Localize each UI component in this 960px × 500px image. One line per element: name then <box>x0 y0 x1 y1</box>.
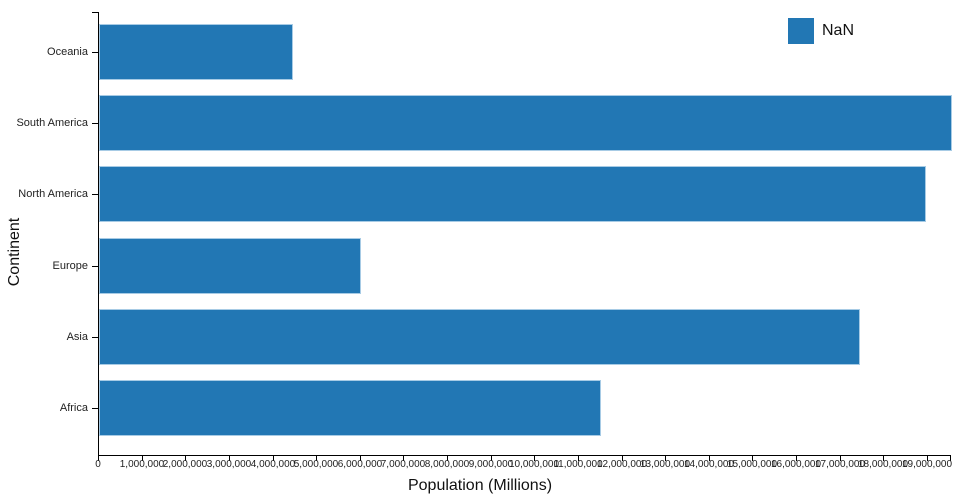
x-axis-right-outer-tick <box>950 455 951 461</box>
x-tick-mark-7 <box>403 455 404 461</box>
y-tick-mark-south-america <box>92 123 98 124</box>
x-axis-title: Population (Millions) <box>407 477 553 494</box>
x-tick-label-7: 7,000,000 <box>380 459 426 470</box>
x-axis-line <box>98 455 951 456</box>
y-tick-mark-africa <box>92 408 98 409</box>
y-tick-mark-oceania <box>92 52 98 53</box>
x-tick-label-11: 11,000,000 <box>553 459 603 470</box>
x-tick-label-5: 5,000,000 <box>293 459 339 470</box>
x-tick-label-1: 1,000,000 <box>119 459 165 470</box>
x-tick-mark-17 <box>840 455 841 461</box>
y-axis-title: Continent <box>6 217 23 287</box>
x-tick-mark-2 <box>185 455 186 461</box>
x-tick-label-8: 8,000,000 <box>424 459 470 470</box>
x-tick-mark-11 <box>578 455 579 461</box>
x-tick-label-18: 18,000,000 <box>857 459 909 470</box>
x-tick-label-19: 19,000,000 <box>901 459 953 470</box>
bar-europe <box>99 238 361 294</box>
x-tick-mark-15 <box>752 455 753 461</box>
bar-south-america <box>99 95 952 151</box>
y-tick-label-oceania: Oceania <box>47 46 88 58</box>
x-tick-mark-9 <box>491 455 492 461</box>
y-tick-label-north-america: North America <box>18 188 88 200</box>
y-tick-mark-europe <box>92 266 98 267</box>
y-tick-label-africa: Africa <box>59 402 88 414</box>
legend-label: NaN <box>822 22 855 39</box>
x-tick-label-10: 10,000,000 <box>508 459 560 470</box>
bar-oceania <box>99 24 293 80</box>
x-tick-mark-4 <box>273 455 274 461</box>
x-tick-mark-16 <box>796 455 797 461</box>
x-tick-label-15: 15,000,000 <box>726 459 778 470</box>
x-tick-label-14: 14,000,000 <box>683 459 735 470</box>
x-tick-label-0: 0 <box>95 459 101 470</box>
x-tick-label-17: 17,000,000 <box>814 459 866 470</box>
x-tick-mark-12 <box>622 455 623 461</box>
x-tick-mark-8 <box>447 455 448 461</box>
x-tick-mark-3 <box>229 455 230 461</box>
y-tick-mark-asia <box>92 337 98 338</box>
x-tick-label-2: 2,000,000 <box>162 459 208 470</box>
x-tick-label-3: 3,000,000 <box>206 459 252 470</box>
bar-asia <box>99 309 860 365</box>
bar-north-america <box>99 166 926 222</box>
x-tick-mark-5 <box>316 455 317 461</box>
y-tick-label-asia: Asia <box>66 331 88 343</box>
x-tick-label-6: 6,000,000 <box>337 459 383 470</box>
x-tick-mark-6 <box>360 455 361 461</box>
y-tick-label-south-america: South America <box>16 117 88 129</box>
x-tick-label-9: 9,000,000 <box>468 459 514 470</box>
legend-swatch-icon <box>788 18 814 44</box>
x-tick-mark-14 <box>709 455 710 461</box>
x-tick-mark-1 <box>142 455 143 461</box>
y-axis-top-outer-tick <box>92 12 98 13</box>
y-axis-line <box>98 12 99 456</box>
x-tick-mark-10 <box>534 455 535 461</box>
x-tick-mark-13 <box>665 455 666 461</box>
y-tick-label-europe: Europe <box>52 260 88 272</box>
x-tick-label-13: 13,000,000 <box>639 459 691 470</box>
x-tick-mark-18 <box>883 455 884 461</box>
y-tick-mark-north-america <box>92 194 98 195</box>
x-tick-mark-19 <box>927 455 928 461</box>
x-tick-label-16: 16,000,000 <box>770 459 822 470</box>
x-tick-label-12: 12,000,000 <box>596 459 648 470</box>
bar-africa <box>99 380 601 436</box>
x-tick-mark-0 <box>98 455 99 461</box>
x-tick-label-4: 4,000,000 <box>250 459 296 470</box>
